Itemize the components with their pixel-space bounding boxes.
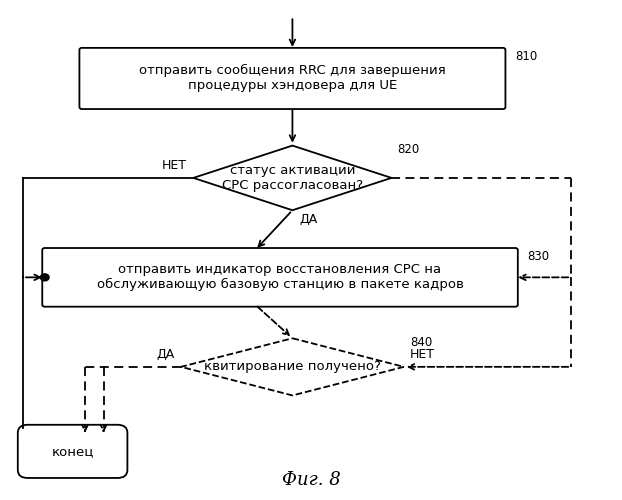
Text: отправить индикатор восстановления CPC на
обслуживающую базовую станцию в пакете: отправить индикатор восстановления CPC н… xyxy=(96,264,463,291)
Text: квитирование получено?: квитирование получено? xyxy=(204,360,381,374)
FancyBboxPatch shape xyxy=(18,425,128,478)
Polygon shape xyxy=(181,338,404,396)
Polygon shape xyxy=(193,146,391,210)
Text: ДА: ДА xyxy=(157,348,175,361)
Text: Фиг. 8: Фиг. 8 xyxy=(282,470,340,488)
Text: ДА: ДА xyxy=(300,212,318,226)
Text: НЕТ: НЕТ xyxy=(162,159,187,172)
FancyBboxPatch shape xyxy=(80,48,506,109)
Text: конец: конец xyxy=(52,445,94,458)
Text: 840: 840 xyxy=(410,336,432,349)
Text: статус активации
CPC рассогласован?: статус активации CPC рассогласован? xyxy=(222,164,363,192)
Text: НЕТ: НЕТ xyxy=(410,348,435,361)
FancyBboxPatch shape xyxy=(42,248,518,306)
Text: отправить сообщения RRC для завершения
процедуры хэндовера для UE: отправить сообщения RRC для завершения п… xyxy=(139,64,446,92)
Circle shape xyxy=(40,274,49,281)
Text: 820: 820 xyxy=(397,143,420,156)
Text: 830: 830 xyxy=(527,250,550,263)
Text: 810: 810 xyxy=(516,50,537,63)
